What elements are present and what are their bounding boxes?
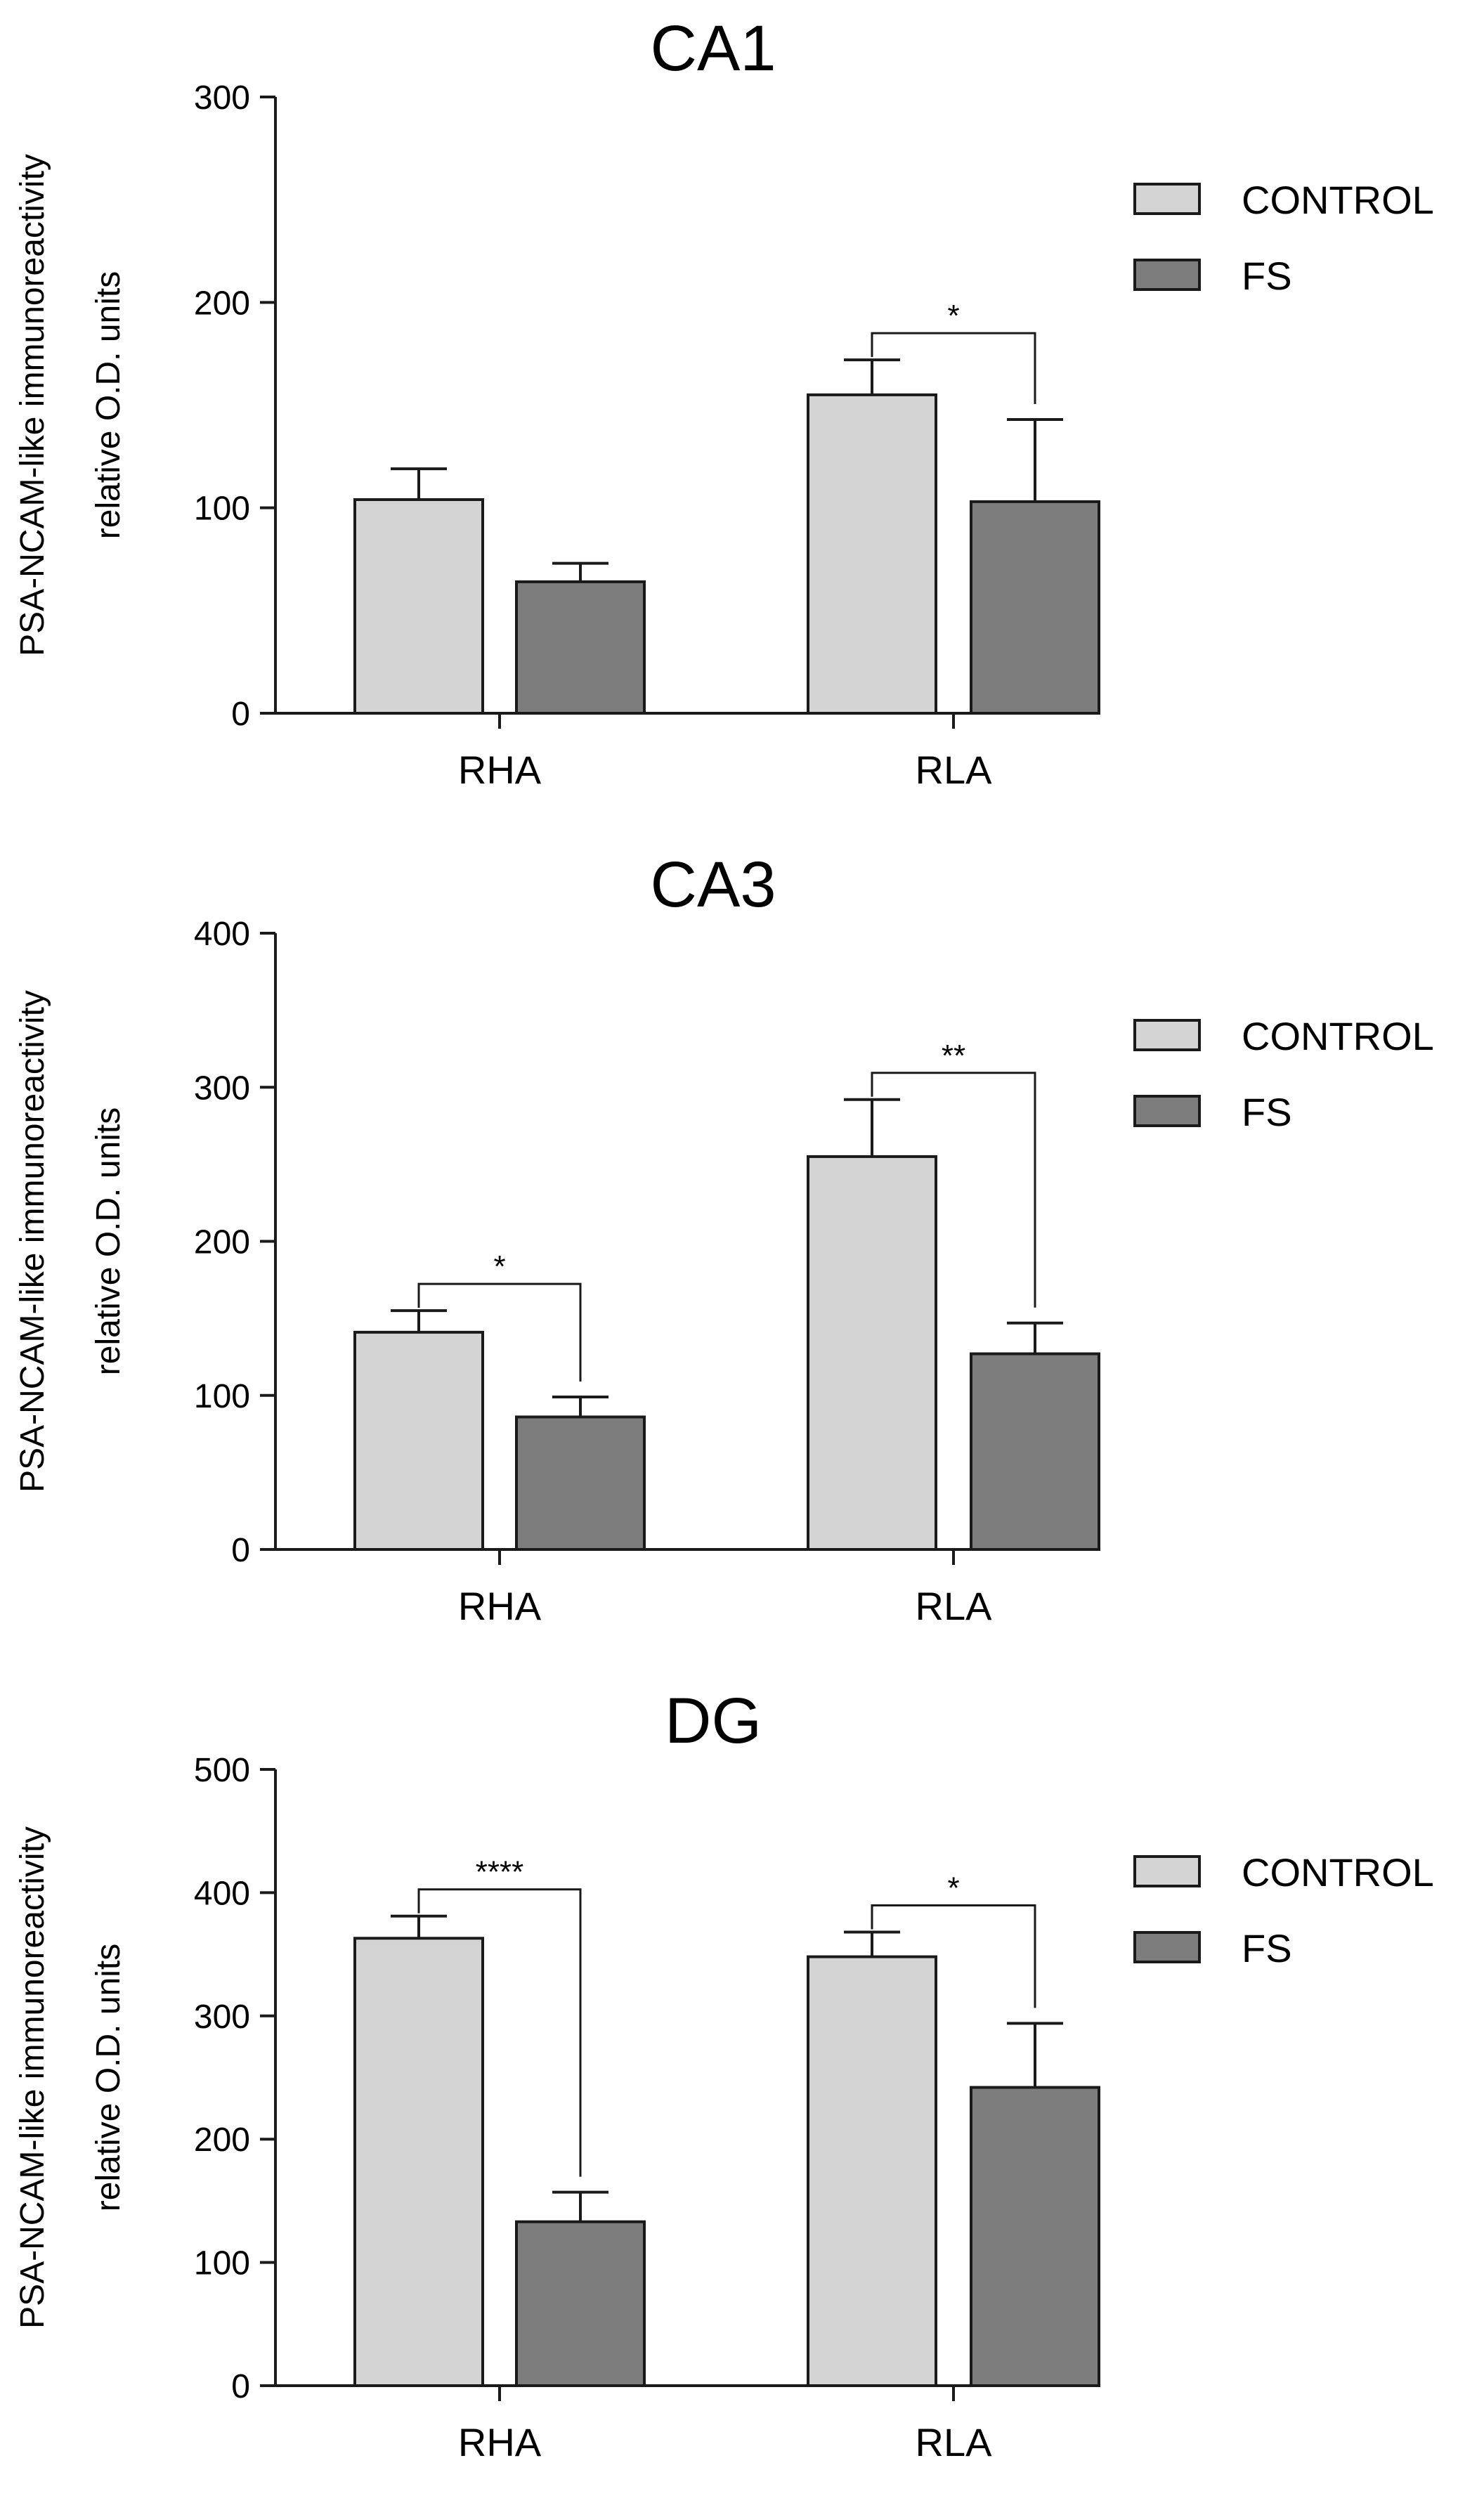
- significance-label: **: [942, 1039, 965, 1073]
- y-tick-label: 400: [194, 1875, 250, 1912]
- y-tick-label: 100: [194, 2245, 250, 2282]
- chart-ca1: CA1 PSA-NCAM-like immunoreactivity relativ…: [14, 13, 1434, 792]
- bar-control-rha: [353, 498, 484, 715]
- legend-label-control: CONTROL: [1242, 178, 1434, 222]
- y-tick-label: 100: [194, 1378, 250, 1415]
- significance-label: *: [493, 1249, 505, 1284]
- significance-label: ****: [476, 1855, 524, 1890]
- chart-panel-ca1: CA1 PSA-NCAM-like immunoreactivity relativ…: [0, 0, 1484, 815]
- legend-swatch-control: [1133, 1855, 1201, 1887]
- legend-label-fs: FS: [1242, 1926, 1292, 1970]
- y-tick-label: 400: [194, 916, 250, 953]
- y-tick-label: 300: [194, 79, 250, 117]
- chart-panel-ca3: CA3 PSA-NCAM-like immunoreactivity relativ…: [0, 836, 1484, 1651]
- chart-dg: DG PSA-NCAM-like immunoreactivity relative…: [14, 1685, 1434, 2464]
- y-axis-label-line2: relative O.D. units: [90, 1944, 127, 2211]
- bar-control-rla: [807, 393, 937, 715]
- legend-swatch-fs: [1133, 1095, 1201, 1127]
- legend-label-control: CONTROL: [1242, 1014, 1434, 1058]
- y-tick-label: 200: [194, 1224, 250, 1261]
- significance-bracket: [417, 1282, 582, 1382]
- bar-fs-rha: [515, 1415, 646, 1551]
- chart-title: CA3: [651, 849, 776, 921]
- significance-bracket: [871, 1072, 1036, 1308]
- legend-swatch-fs: [1133, 259, 1201, 291]
- bar-fs-rla: [970, 1352, 1100, 1551]
- y-tick-label: 0: [231, 2368, 250, 2405]
- y-axis-label-line1: PSA-NCAM-like immunoreactivity: [14, 154, 51, 656]
- significance-bracket: [871, 332, 1036, 404]
- y-tick-label: 100: [194, 490, 250, 528]
- y-axis-label-line2: relative O.D. units: [90, 1107, 127, 1375]
- legend-label-fs: FS: [1242, 254, 1292, 298]
- x-category-label: RLA: [916, 2420, 993, 2464]
- legend-swatch-control: [1133, 1019, 1201, 1051]
- legend-swatch-control: [1133, 183, 1201, 215]
- chart-ca3: CA3 PSA-NCAM-like immunoreactivity relativ…: [14, 849, 1434, 1628]
- chart-title: CA1: [651, 13, 776, 84]
- significance-bracket: [871, 1904, 1036, 2008]
- chart-panel-dg: DG PSA-NCAM-like immunoreactivity relative…: [0, 1672, 1484, 2488]
- x-category-label: RLA: [916, 1584, 993, 1628]
- y-tick-label: 500: [194, 1752, 250, 1789]
- bar-control-rha: [353, 1937, 484, 2388]
- y-axis-label-line2: relative O.D. units: [90, 271, 127, 539]
- x-category-label: RHA: [458, 2420, 542, 2464]
- y-axis-label-line1: PSA-NCAM-like immunoreactivity: [14, 1826, 51, 2329]
- legend-swatch-fs: [1133, 1931, 1201, 1963]
- bar-control-rha: [353, 1330, 484, 1551]
- bar-control-rla: [807, 1955, 937, 2388]
- y-tick-label: 0: [231, 696, 250, 733]
- y-tick-label: 300: [194, 1998, 250, 2036]
- y-tick-label: 200: [194, 285, 250, 322]
- y-tick-label: 0: [231, 1532, 250, 1569]
- bar-fs-rha: [515, 2220, 646, 2388]
- legend-label-control: CONTROL: [1242, 1850, 1434, 1894]
- y-axis-label-line1: PSA-NCAM-like immunoreactivity: [14, 990, 51, 1493]
- bar-fs-rla: [970, 2086, 1100, 2387]
- bar-fs-rha: [515, 580, 646, 715]
- x-category-label: RLA: [916, 748, 993, 792]
- bar-control-rla: [807, 1155, 937, 1552]
- bar-fs-rla: [970, 500, 1100, 715]
- significance-label: *: [947, 299, 959, 333]
- chart-title: DG: [665, 1685, 762, 1757]
- legend-label-fs: FS: [1242, 1090, 1292, 1134]
- y-tick-label: 200: [194, 2121, 250, 2159]
- significance-label: *: [947, 1871, 959, 1906]
- x-category-label: RHA: [458, 1584, 542, 1628]
- x-category-label: RHA: [458, 748, 542, 792]
- y-tick-label: 300: [194, 1070, 250, 1107]
- significance-bracket: [417, 1888, 582, 2177]
